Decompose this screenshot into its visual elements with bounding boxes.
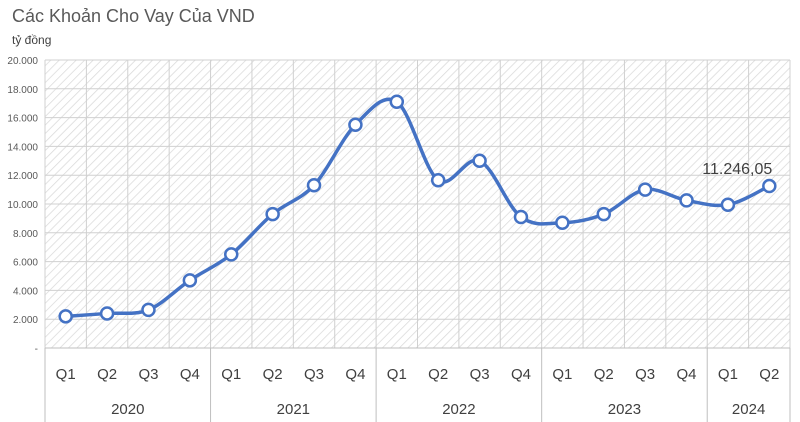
data-point <box>762 178 777 194</box>
data-point <box>596 206 611 222</box>
year-label: 2023 <box>608 401 641 418</box>
x-tick-label: Q2 <box>97 366 117 383</box>
x-tick-label: Q1 <box>221 366 241 383</box>
x-tick-label: Q4 <box>511 366 531 383</box>
data-label-last: 11.246,05 <box>702 161 772 178</box>
data-point <box>389 94 405 110</box>
chart-title: Các Khoản Cho Vay Của VND <box>12 6 255 26</box>
y-tick-label: 16.000 <box>7 114 38 125</box>
y-tick-label: - <box>35 344 38 355</box>
data-point <box>306 178 322 193</box>
data-point <box>513 209 529 225</box>
x-tick-label: Q3 <box>304 366 324 383</box>
x-tick-label: Q2 <box>263 366 283 383</box>
data-point <box>141 302 156 318</box>
y-tick-label: 20.000 <box>7 56 38 67</box>
x-tick-label: Q4 <box>677 366 697 383</box>
data-point <box>430 172 446 188</box>
data-point <box>58 309 73 324</box>
y-tick-label: 4.000 <box>13 286 38 297</box>
data-point <box>472 153 487 169</box>
year-label: 2024 <box>732 401 765 418</box>
data-point <box>182 273 198 288</box>
data-point <box>720 197 736 212</box>
y-tick-label: 2.000 <box>13 315 38 326</box>
data-point <box>265 206 280 222</box>
x-tick-label: Q1 <box>718 366 738 383</box>
y-tick-label: 14.000 <box>7 142 38 153</box>
x-tick-label: Q2 <box>594 366 614 383</box>
y-tick-label: 10.000 <box>7 200 38 211</box>
y-tick-label: 12.000 <box>7 171 38 182</box>
x-tick-label: Q4 <box>180 366 200 383</box>
data-point <box>555 215 570 230</box>
x-tick-label: Q3 <box>470 366 490 383</box>
y-tick-label: 6.000 <box>13 258 38 269</box>
x-tick-label: Q3 <box>635 366 655 383</box>
x-tick-label: Q1 <box>56 366 76 383</box>
year-label: 2021 <box>277 401 310 418</box>
y-tick-label: 18.000 <box>7 85 38 96</box>
year-label: 2020 <box>111 401 144 418</box>
data-point <box>99 306 115 321</box>
data-point <box>224 247 239 262</box>
x-tick-label: Q1 <box>552 366 572 383</box>
x-tick-label: Q2 <box>759 366 779 383</box>
data-point <box>348 117 363 133</box>
data-point <box>637 182 653 197</box>
y-tick-label: 8.000 <box>13 229 38 240</box>
data-point <box>679 193 694 208</box>
year-label: 2022 <box>442 401 475 418</box>
x-tick-label: Q4 <box>345 366 365 383</box>
y-axis-unit: tỷ đồng <box>12 33 52 47</box>
x-tick-label: Q3 <box>138 366 158 383</box>
x-tick-label: Q2 <box>428 366 448 383</box>
x-tick-label: Q1 <box>387 366 407 383</box>
